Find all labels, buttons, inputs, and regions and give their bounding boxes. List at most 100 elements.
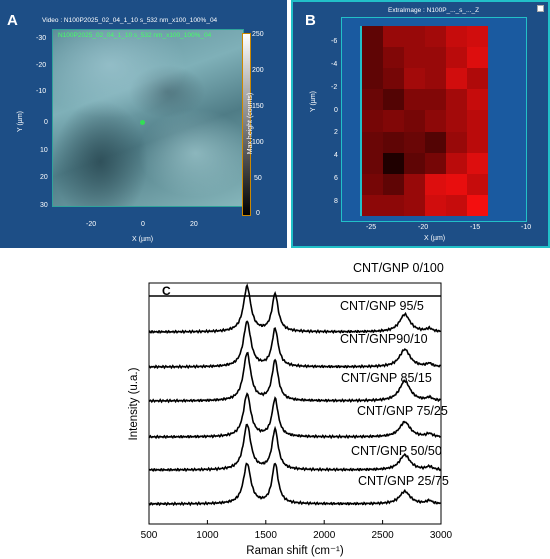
heatmap-frame xyxy=(341,17,527,222)
heatmap-cell xyxy=(404,26,425,48)
xtick: 0 xyxy=(141,221,145,228)
ytick: -10 xyxy=(36,88,47,95)
heatmap-cell xyxy=(404,173,425,195)
ytick: -2 xyxy=(331,84,338,91)
panel-b-title: ExtraImage : N100P_..._s_..._Z xyxy=(388,7,480,14)
panel-b: B ExtraImage : N100P_..._s_..._Z -6 -4 -… xyxy=(291,0,550,248)
heatmap-cell xyxy=(383,194,404,216)
heatmap-cell xyxy=(425,89,446,111)
ytick: 0 xyxy=(334,107,338,114)
x-tick-label: 1500 xyxy=(255,530,278,541)
heatmap-cell xyxy=(383,173,404,195)
panel-a-ylabel: Y (µm) xyxy=(17,110,25,133)
series-label: CNT/GNP90/10 xyxy=(340,332,428,346)
ytick: 30 xyxy=(40,202,48,209)
panel-a-label: A xyxy=(7,12,18,29)
raman-chart: C 500 1000 1500 2000 2500 3000 CNT/GNP 0/100C… xyxy=(128,261,453,557)
heatmap-cell xyxy=(425,194,446,216)
heatmap-cell xyxy=(467,68,488,90)
x-axis-label: Raman shift (cm⁻¹) xyxy=(246,545,344,557)
x-tick-label: 500 xyxy=(141,530,158,541)
ytick: -4 xyxy=(331,61,338,68)
cursor-marker[interactable] xyxy=(140,120,145,125)
panel-b-label: B xyxy=(305,12,316,29)
heatmap-cell xyxy=(362,26,383,48)
heatmap-cell xyxy=(404,89,425,111)
colorbar-tick: 100 xyxy=(252,139,264,146)
heatmap-edge xyxy=(360,26,362,216)
xtick: -20 xyxy=(86,221,97,228)
label-layer: CNT/GNP 0/100 CNT/GNP 95/5 CNT/GNP90/10 CNT… xyxy=(340,261,449,488)
colorbar-tick: 150 xyxy=(252,103,264,110)
panel-a-title: Video : N100P2025_02_04_1_10 s_532 nm_x1… xyxy=(42,17,218,24)
colorbar-tick: 250 xyxy=(252,31,264,38)
spectrum-series xyxy=(148,423,442,473)
series-label: CNT/GNP 0/100 xyxy=(353,261,444,275)
tick-layer: 500 1000 1500 2000 2500 3000 xyxy=(141,520,453,541)
microscope-image: N100P2025_02_04_1_10 s_532 nm_x100_100%_… xyxy=(52,29,244,207)
heatmap-cell xyxy=(383,47,404,69)
heatmap-cell xyxy=(404,47,425,69)
ytick: -6 xyxy=(331,38,338,45)
heatmap-cell xyxy=(467,110,488,132)
panel-c-label: C xyxy=(162,284,171,298)
ytick: -20 xyxy=(36,62,47,69)
spectrum-series xyxy=(148,283,441,335)
ytick: 20 xyxy=(40,174,48,181)
xtick: -15 xyxy=(470,224,481,231)
heatmap-cell xyxy=(362,110,383,132)
colorbar-tick: 0 xyxy=(256,210,260,217)
colorbar-tick: 50 xyxy=(254,175,262,182)
series-label: CNT/GNP 50/50 xyxy=(351,444,442,458)
series-label: CNT/GNP 85/15 xyxy=(341,371,432,385)
spectrum-series xyxy=(148,392,442,440)
heatmap-cell xyxy=(425,110,446,132)
ytick: -30 xyxy=(36,35,47,42)
heatmap-cell xyxy=(467,26,488,48)
heatmap-cell xyxy=(446,152,467,174)
heatmap-cell xyxy=(404,131,425,153)
series-label: CNT/GNP 25/75 xyxy=(358,474,449,488)
image-caption: N100P2025_02_04_1_10 s_532 nm_x100_100%_… xyxy=(58,32,212,39)
heatmap-cell xyxy=(467,173,488,195)
heatmap-cell xyxy=(362,68,383,90)
heatmap-cell xyxy=(362,131,383,153)
heatmap xyxy=(362,26,488,216)
heatmap-cell xyxy=(404,110,425,132)
spectrum-series xyxy=(148,462,442,507)
spectrum-series xyxy=(148,320,441,370)
heatmap-cell xyxy=(383,68,404,90)
ytick: 10 xyxy=(40,147,48,154)
spectrum-series xyxy=(148,351,442,404)
heatmap-cell xyxy=(362,47,383,69)
heatmap-cell xyxy=(425,26,446,48)
heatmap-cell xyxy=(362,173,383,195)
xtick: -25 xyxy=(366,224,377,231)
panel-a: A Video : N100P2025_02_04_1_10 s_532 nm_… xyxy=(0,0,287,248)
x-tick-label: 2000 xyxy=(313,530,336,541)
heatmap-cell xyxy=(404,152,425,174)
heatmap-cell xyxy=(446,47,467,69)
heatmap-cell xyxy=(404,194,425,216)
heatmap-cell xyxy=(446,131,467,153)
heatmap-cell xyxy=(446,89,467,111)
ytick: 4 xyxy=(334,152,338,159)
heatmap-cell xyxy=(446,110,467,132)
heatmap-cell xyxy=(467,131,488,153)
colorbar-label: Max height (counts) xyxy=(247,92,255,155)
xtick: -20 xyxy=(418,224,429,231)
heatmap-cell xyxy=(425,131,446,153)
heatmap-cell xyxy=(404,68,425,90)
xtick: 20 xyxy=(190,221,198,228)
window-menu-icon[interactable] xyxy=(537,5,544,12)
heatmap-cell xyxy=(467,152,488,174)
plot-frame xyxy=(148,282,442,525)
heatmap-cell xyxy=(425,152,446,174)
heatmap-cell xyxy=(425,68,446,90)
xtick: -10 xyxy=(521,224,532,231)
heatmap-cell xyxy=(362,89,383,111)
ytick: 0 xyxy=(44,119,48,126)
panel-b-xlabel: X (µm) xyxy=(424,235,446,242)
ytick: 2 xyxy=(334,129,338,136)
heatmap-cell xyxy=(467,47,488,69)
